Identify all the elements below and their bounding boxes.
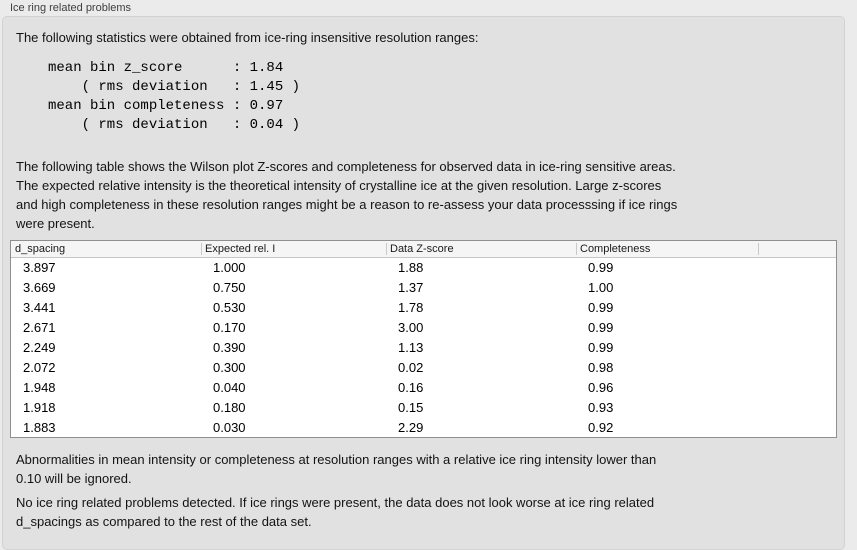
table-header-row: d_spacing Expected rel. I Data Z-score Comp… xyxy=(11,241,836,258)
table-cell-empty xyxy=(758,357,836,377)
table-cell: 0.030 xyxy=(213,419,246,435)
table-cell: 0.93 xyxy=(588,399,614,415)
table-cell: 2.29 xyxy=(398,419,424,435)
table-cell: 3.00 xyxy=(398,319,424,335)
table-cell: 0.170 xyxy=(213,319,246,335)
table-cell: 1.000 xyxy=(213,259,246,275)
table-cell: 0.98 xyxy=(588,359,614,375)
table-cell: 0.99 xyxy=(588,299,614,315)
table-cell: 1.948 xyxy=(23,379,56,395)
table-row[interactable]: 3.897 1.000 1.88 0.99 xyxy=(11,257,836,277)
threshold-note: Abnormalities in mean intensity or compl… xyxy=(16,452,657,486)
table-cell: 0.99 xyxy=(588,339,614,355)
table-cell-empty xyxy=(758,397,836,417)
table-description: The following table shows the Wilson plo… xyxy=(16,159,678,231)
table-cell: 0.040 xyxy=(213,379,246,395)
table-row[interactable]: 3.441 0.530 1.78 0.99 xyxy=(11,297,836,317)
column-header-expected-rel-i[interactable]: Expected rel. I xyxy=(201,241,386,258)
conclusion-text: No ice ring related problems detected. I… xyxy=(16,495,655,529)
table-cell: 0.300 xyxy=(213,359,246,375)
column-header-empty[interactable] xyxy=(758,241,836,258)
table-cell-empty xyxy=(758,337,836,357)
ice-ring-table[interactable]: d_spacing Expected rel. I Data Z-score Comp… xyxy=(10,240,837,438)
table-cell: 0.390 xyxy=(213,339,246,355)
table-cell: 1.918 xyxy=(23,399,56,415)
table-cell: 2.072 xyxy=(23,359,56,375)
table-cell: 0.99 xyxy=(588,319,614,335)
ice-ring-panel: The following statistics were obtained f… xyxy=(2,16,845,550)
table-cell: 0.02 xyxy=(398,359,424,375)
column-header-data-z-score[interactable]: Data Z-score xyxy=(386,241,576,258)
table-row[interactable]: 2.671 0.170 3.00 0.99 xyxy=(11,317,836,337)
table-cell: 3.897 xyxy=(23,259,56,275)
panel-title: Ice ring related problems xyxy=(10,2,132,14)
stats-block: mean bin z_score : 1.84 ( rms deviation … xyxy=(48,60,301,133)
table-cell: 1.883 xyxy=(23,419,56,435)
table-cell-empty xyxy=(758,417,836,437)
table-cell: 3.669 xyxy=(23,279,56,295)
table-cell: 0.99 xyxy=(588,259,614,275)
table-cell: 0.750 xyxy=(213,279,246,295)
column-header-d-spacing[interactable]: d_spacing xyxy=(11,241,201,258)
table-cell: 0.92 xyxy=(588,419,614,435)
ice-ring-data-table: d_spacing Expected rel. I Data Z-score Comp… xyxy=(11,241,836,437)
table-cell-empty xyxy=(758,317,836,337)
table-cell: 2.249 xyxy=(23,339,56,355)
table-cell: 0.16 xyxy=(398,379,424,395)
table-row[interactable]: 2.249 0.390 1.13 0.99 xyxy=(11,337,836,357)
table-row[interactable]: 1.918 0.180 0.15 0.93 xyxy=(11,397,836,417)
table-row[interactable]: 1.883 0.030 2.29 0.92 xyxy=(11,417,836,437)
table-row[interactable]: 1.948 0.040 0.16 0.96 xyxy=(11,377,836,397)
table-cell: 0.180 xyxy=(213,399,246,415)
table-cell-empty xyxy=(758,297,836,317)
table-cell-empty xyxy=(758,377,836,397)
table-cell: 1.78 xyxy=(398,299,424,315)
table-cell: 1.88 xyxy=(398,259,424,275)
table-cell: 1.37 xyxy=(398,279,424,295)
table-cell: 3.441 xyxy=(23,299,56,315)
table-cell-empty xyxy=(758,257,836,277)
table-cell: 2.671 xyxy=(23,319,56,335)
table-cell-empty xyxy=(758,277,836,297)
table-row[interactable]: 2.072 0.300 0.02 0.98 xyxy=(11,357,836,377)
intro-text: The following statistics were obtained f… xyxy=(16,30,479,45)
table-cell: 1.13 xyxy=(398,339,424,355)
table-cell: 0.96 xyxy=(588,379,614,395)
table-cell: 0.15 xyxy=(398,399,424,415)
column-header-completeness[interactable]: Completeness xyxy=(576,241,758,258)
table-row[interactable]: 3.669 0.750 1.37 1.00 xyxy=(11,277,836,297)
table-cell: 0.530 xyxy=(213,299,246,315)
table-cell: 1.00 xyxy=(588,279,614,295)
